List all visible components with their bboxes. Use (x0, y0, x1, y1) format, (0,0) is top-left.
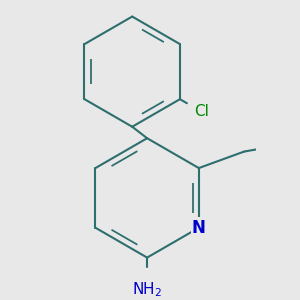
Text: N: N (192, 219, 206, 237)
Text: Cl: Cl (194, 104, 209, 119)
Text: NH$_2$: NH$_2$ (132, 280, 162, 299)
